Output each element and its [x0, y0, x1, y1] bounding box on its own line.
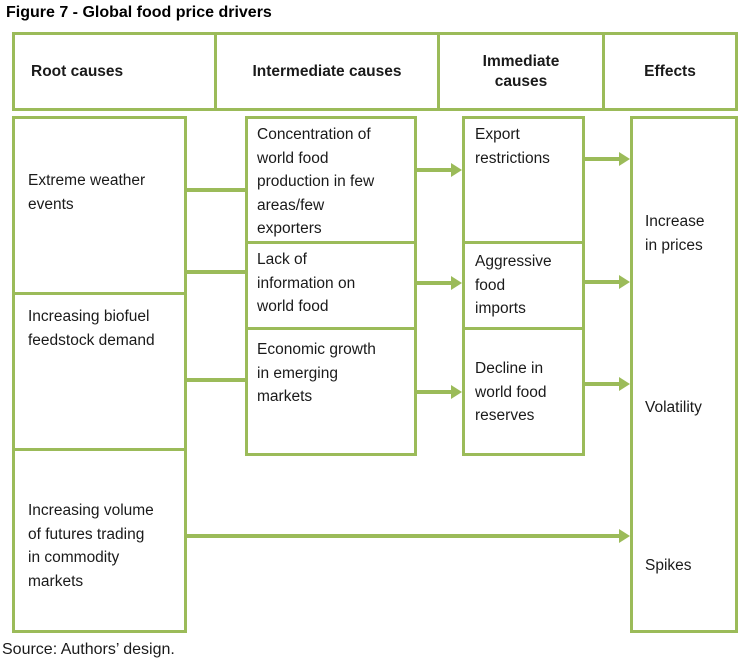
effect-increase-in-prices: Increase in prices — [645, 213, 705, 254]
arrow-aggressive-imports-to-effects — [583, 280, 620, 284]
box-increasing-volume-of-futures-trading: Increasing volume of futures trading in … — [12, 448, 187, 633]
arrowhead-icon — [451, 163, 462, 177]
arrowhead-icon — [619, 529, 630, 543]
arrow-futures-trading-to-effects — [185, 534, 621, 538]
link-biofuel-demand-to-economic-growth — [185, 378, 247, 382]
box-aggressive-food-imports: Aggressive food imports — [462, 241, 585, 330]
header-effects: Effects — [602, 32, 738, 111]
box-concentration-of-world-food-production: Concentration of world food production i… — [245, 116, 417, 244]
link-extreme-weather-to-concentration — [185, 188, 247, 192]
arrow-decline-reserves-to-effects — [583, 382, 620, 386]
figure-title: Figure 7 - Global food price drivers — [6, 4, 272, 21]
box-extreme-weather-events: Extreme weather events — [12, 116, 187, 295]
arrowhead-icon — [451, 276, 462, 290]
effect-spikes: Spikes — [645, 557, 692, 574]
box-lack-of-information-on-world-food: Lack of information on world food — [245, 241, 417, 330]
box-decline-in-world-food-reserves: Decline in world food reserves — [462, 327, 585, 456]
arrow-lack-of-information-to-aggressive-imports — [415, 281, 452, 285]
header-root-causes: Root causes — [12, 32, 217, 111]
arrowhead-icon — [451, 385, 462, 399]
source-note: Source: Authors’ design. — [2, 641, 175, 658]
header-immediate-causes: Immediate causes — [437, 32, 605, 111]
arrowhead-icon — [619, 152, 630, 166]
header-intermediate-causes: Intermediate causes — [214, 32, 440, 111]
arrow-concentration-to-export-restrictions — [415, 168, 452, 172]
box-increasing-biofuel-feedstock-demand: Increasing biofuel feedstock demand — [12, 292, 187, 451]
arrowhead-icon — [619, 275, 630, 289]
arrow-export-restrictions-to-effects — [583, 157, 620, 161]
arrow-economic-growth-to-decline-reserves — [415, 390, 452, 394]
arrowhead-icon — [619, 377, 630, 391]
link-extreme-weather-to-lack-of-information — [185, 270, 247, 274]
box-effects — [630, 116, 738, 633]
box-export-restrictions: Export restrictions — [462, 116, 585, 244]
box-economic-growth-in-emerging-markets: Economic growth in emerging markets — [245, 327, 417, 456]
effect-volatility: Volatility — [645, 399, 702, 416]
